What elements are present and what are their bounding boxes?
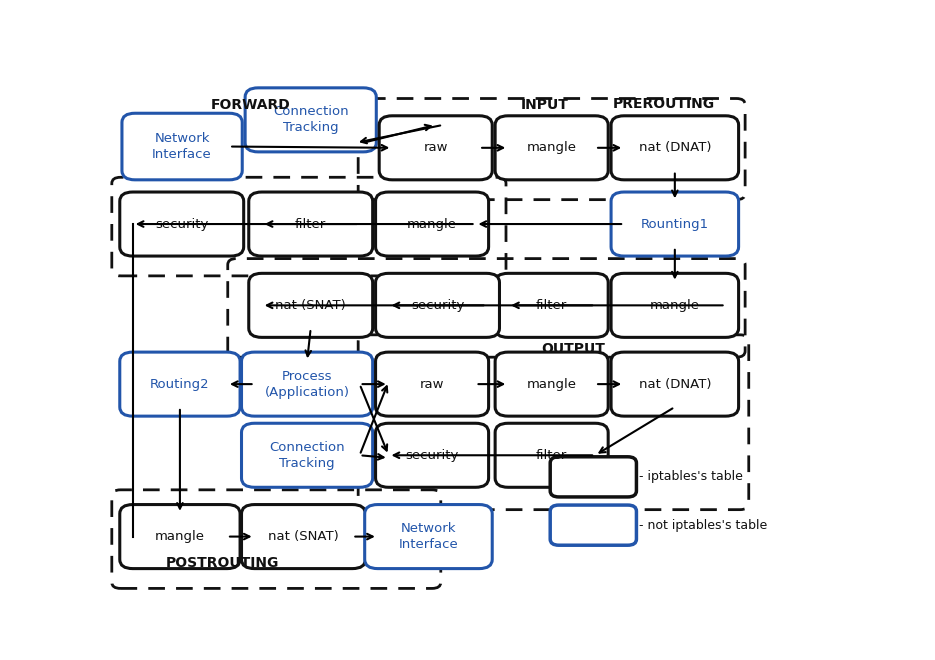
FancyBboxPatch shape — [122, 114, 242, 180]
Text: mangle: mangle — [407, 218, 457, 230]
Text: - iptables's table: - iptables's table — [639, 471, 742, 483]
Text: mangle: mangle — [526, 378, 577, 391]
FancyBboxPatch shape — [376, 192, 489, 256]
Text: security: security — [410, 299, 464, 312]
Text: FORWARD: FORWARD — [211, 98, 291, 112]
FancyBboxPatch shape — [550, 505, 637, 545]
Text: nat (DNAT): nat (DNAT) — [639, 378, 712, 391]
Text: Network
Interface: Network Interface — [152, 132, 212, 161]
FancyBboxPatch shape — [376, 352, 489, 416]
Text: security: security — [155, 218, 209, 230]
Text: Connection
Tracking: Connection Tracking — [269, 441, 345, 470]
FancyBboxPatch shape — [241, 352, 373, 416]
FancyBboxPatch shape — [611, 192, 739, 256]
Text: Routing2: Routing2 — [151, 378, 209, 391]
Text: - not iptables's table: - not iptables's table — [639, 519, 767, 532]
Text: OUTPUT: OUTPUT — [541, 341, 605, 356]
Text: mangle: mangle — [650, 299, 699, 312]
FancyBboxPatch shape — [611, 352, 739, 416]
Text: INPUT: INPUT — [521, 98, 568, 112]
Text: Network
Interface: Network Interface — [398, 522, 458, 551]
FancyBboxPatch shape — [496, 352, 608, 416]
FancyBboxPatch shape — [241, 423, 373, 487]
FancyBboxPatch shape — [496, 273, 608, 337]
Text: POSTROUTING: POSTROUTING — [165, 556, 279, 570]
FancyBboxPatch shape — [550, 457, 637, 497]
FancyBboxPatch shape — [496, 423, 608, 487]
FancyBboxPatch shape — [120, 504, 240, 569]
FancyBboxPatch shape — [376, 423, 489, 487]
FancyBboxPatch shape — [249, 192, 373, 256]
FancyBboxPatch shape — [380, 115, 492, 180]
Text: raw: raw — [420, 378, 444, 391]
FancyBboxPatch shape — [120, 192, 244, 256]
Text: mangle: mangle — [526, 141, 577, 154]
FancyBboxPatch shape — [365, 504, 492, 569]
Text: filter: filter — [536, 449, 568, 462]
FancyBboxPatch shape — [611, 115, 739, 180]
FancyBboxPatch shape — [611, 273, 739, 337]
Text: mangle: mangle — [155, 530, 205, 543]
Text: Rounting1: Rounting1 — [640, 218, 709, 230]
Text: nat (SNAT): nat (SNAT) — [275, 299, 346, 312]
Text: PREROUTING: PREROUTING — [613, 96, 715, 111]
Text: security: security — [406, 449, 459, 462]
Text: raw: raw — [424, 141, 448, 154]
Text: filter: filter — [295, 218, 326, 230]
Text: nat (DNAT): nat (DNAT) — [639, 141, 712, 154]
FancyBboxPatch shape — [245, 88, 376, 152]
FancyBboxPatch shape — [120, 352, 240, 416]
Text: nat (SNAT): nat (SNAT) — [268, 530, 338, 543]
FancyBboxPatch shape — [376, 273, 499, 337]
FancyBboxPatch shape — [249, 273, 373, 337]
Text: filter: filter — [536, 299, 568, 312]
Text: Connection
Tracking: Connection Tracking — [273, 106, 349, 135]
Text: Process
(Application): Process (Application) — [265, 370, 350, 399]
FancyBboxPatch shape — [496, 115, 608, 180]
FancyBboxPatch shape — [241, 504, 366, 569]
